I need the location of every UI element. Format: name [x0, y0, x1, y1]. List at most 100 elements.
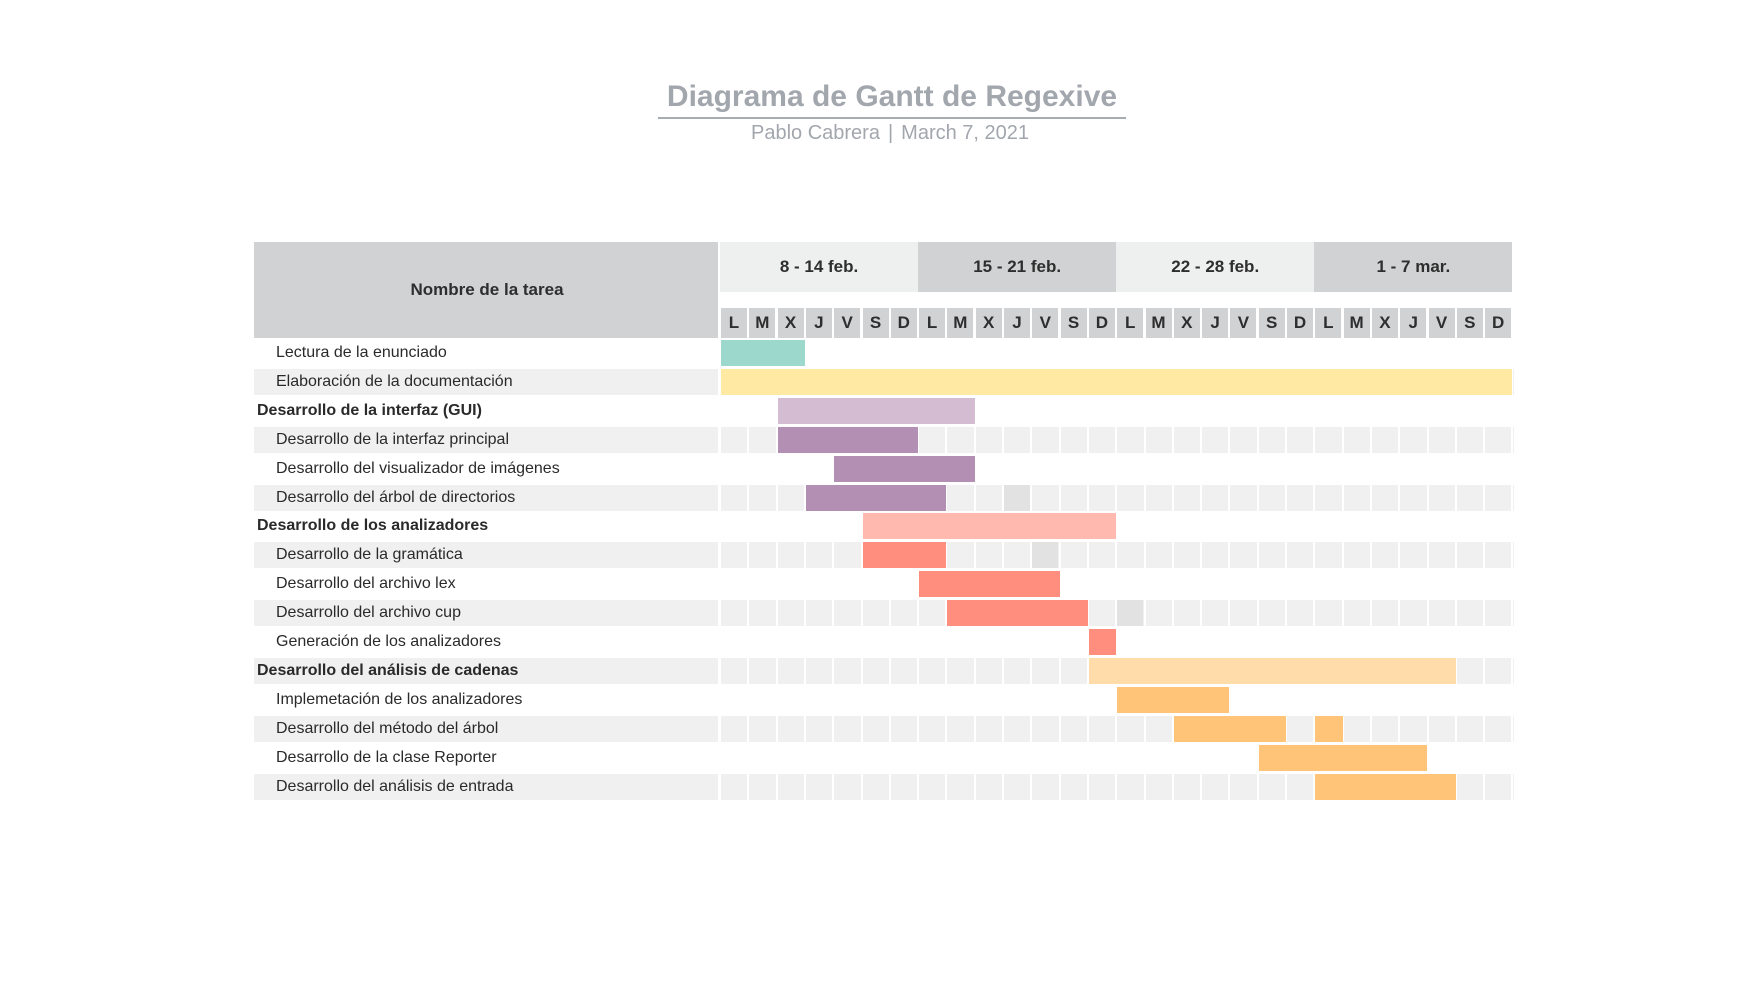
task-bar[interactable]	[1117, 686, 1230, 713]
week-header: 8 - 14 feb.	[720, 242, 919, 292]
task-bar[interactable]	[862, 542, 947, 569]
task-bar[interactable]	[777, 426, 919, 453]
day-header: S	[1258, 308, 1285, 338]
subtitle-separator: |	[887, 122, 894, 144]
day-header: M	[1343, 308, 1370, 338]
grid-line	[1369, 340, 1372, 803]
task-label: Desarrollo de la interfaz principal	[276, 430, 509, 448]
task-bar-segment[interactable]	[1315, 715, 1343, 742]
day-header: S	[1456, 308, 1483, 338]
task-group-label: Desarrollo de la interfaz (GUI)	[257, 401, 482, 419]
grid-line	[917, 340, 920, 803]
group-bar[interactable]	[1088, 657, 1456, 684]
grid-line	[1058, 340, 1061, 803]
task-label: Desarrollo del visualizador de imágenes	[276, 459, 560, 477]
diagram-date: March 7, 2021	[901, 122, 1030, 144]
grid-line	[1483, 340, 1486, 803]
task-label: Desarrollo del método del árbol	[276, 719, 499, 737]
day-header: M	[1145, 308, 1172, 338]
task-group-label: Desarrollo del análisis de cadenas	[257, 661, 519, 679]
group-bar[interactable]	[777, 397, 975, 424]
subtitle: Pablo Cabrera | March 7, 2021	[600, 122, 1180, 145]
day-header: S	[1060, 308, 1087, 338]
grid-line	[888, 340, 891, 803]
task-group-label: Desarrollo de los analizadores	[257, 517, 489, 535]
grid-line	[1313, 340, 1316, 803]
grid-line	[1454, 340, 1457, 803]
task-column-header: Nombre de la tarea	[254, 242, 720, 338]
grid-line	[719, 340, 721, 803]
author-name: Pablo Cabrera	[750, 122, 880, 144]
week-header: 15 - 21 feb.	[918, 242, 1117, 292]
highlighted-day-cell	[1117, 600, 1144, 627]
highlighted-day-cell	[1004, 484, 1030, 511]
task-label: Implemetación de los analizadores	[276, 690, 523, 708]
task-bar[interactable]	[1173, 715, 1286, 742]
diagram-title: Diagrama de Gantt de Regexive	[666, 80, 1118, 113]
group-bar[interactable]	[862, 513, 1117, 540]
grid-line	[1341, 340, 1344, 803]
week-header: 22 - 28 feb.	[1116, 242, 1315, 292]
day-header: X	[1371, 308, 1398, 338]
day-header: V	[1428, 308, 1455, 338]
day-header: V	[834, 308, 861, 338]
day-header: L	[721, 308, 747, 338]
grid-line	[1086, 340, 1089, 803]
task-label: Elaboración de la documentación	[276, 372, 513, 390]
grid-line	[1285, 340, 1287, 803]
week-header: 1 - 7 mar.	[1314, 242, 1513, 292]
grid-line	[1171, 340, 1174, 803]
day-header: D	[890, 308, 917, 338]
task-bar[interactable]	[805, 484, 947, 511]
grid-line	[832, 340, 835, 803]
day-header: X	[975, 308, 1002, 338]
task-label: Generación de los analizadores	[276, 633, 502, 650]
task-label: Desarrollo de la clase Reporter	[276, 748, 497, 766]
day-header: D	[1287, 308, 1313, 338]
grid-line	[1426, 340, 1429, 803]
task-row	[254, 715, 1514, 742]
task-label: Desarrollo del análisis de entrada	[276, 777, 514, 795]
task-bar[interactable]	[919, 571, 1060, 598]
task-label: Lectura de la enunciado	[276, 344, 447, 361]
grid-line	[775, 340, 778, 803]
task-bar[interactable]	[721, 340, 805, 366]
grid-line	[803, 340, 806, 803]
day-header: M	[749, 308, 776, 338]
grid-line	[1115, 340, 1118, 803]
task-bar[interactable]	[834, 455, 975, 482]
task-bar[interactable]	[947, 600, 1088, 627]
task-row	[254, 773, 1514, 800]
day-header: V	[1032, 308, 1059, 338]
day-header: D	[1485, 308, 1512, 338]
day-header: J	[805, 308, 832, 338]
day-header: X	[1173, 308, 1200, 338]
task-label: Desarrollo del árbol de directorios	[276, 488, 516, 506]
day-header: J	[1202, 308, 1229, 338]
task-label: Desarrollo del archivo lex	[276, 575, 456, 593]
task-label: Desarrollo de la gramática	[276, 546, 463, 564]
day-header: S	[862, 308, 889, 338]
task-row	[254, 600, 1514, 627]
day-header: L	[1315, 308, 1342, 338]
title-underline	[658, 117, 1126, 119]
day-header: L	[919, 308, 946, 338]
task-bar[interactable]	[721, 368, 1513, 395]
day-header: M	[947, 308, 974, 338]
task-bar[interactable]	[1088, 629, 1117, 655]
grid-line	[747, 340, 750, 803]
task-bar[interactable]	[1315, 773, 1456, 800]
grid-line	[1200, 340, 1203, 803]
grid-line	[1143, 340, 1146, 803]
grid-line	[860, 340, 863, 803]
task-label: Desarrollo del archivo cup	[276, 604, 461, 622]
grid-line	[1398, 340, 1401, 803]
grid-line	[1256, 340, 1259, 803]
task-bar[interactable]	[1258, 744, 1428, 771]
day-header: X	[777, 308, 804, 338]
grid-line	[1511, 340, 1514, 803]
day-header: J	[1400, 308, 1427, 338]
day-header: L	[1117, 308, 1144, 338]
day-header: D	[1088, 308, 1115, 338]
